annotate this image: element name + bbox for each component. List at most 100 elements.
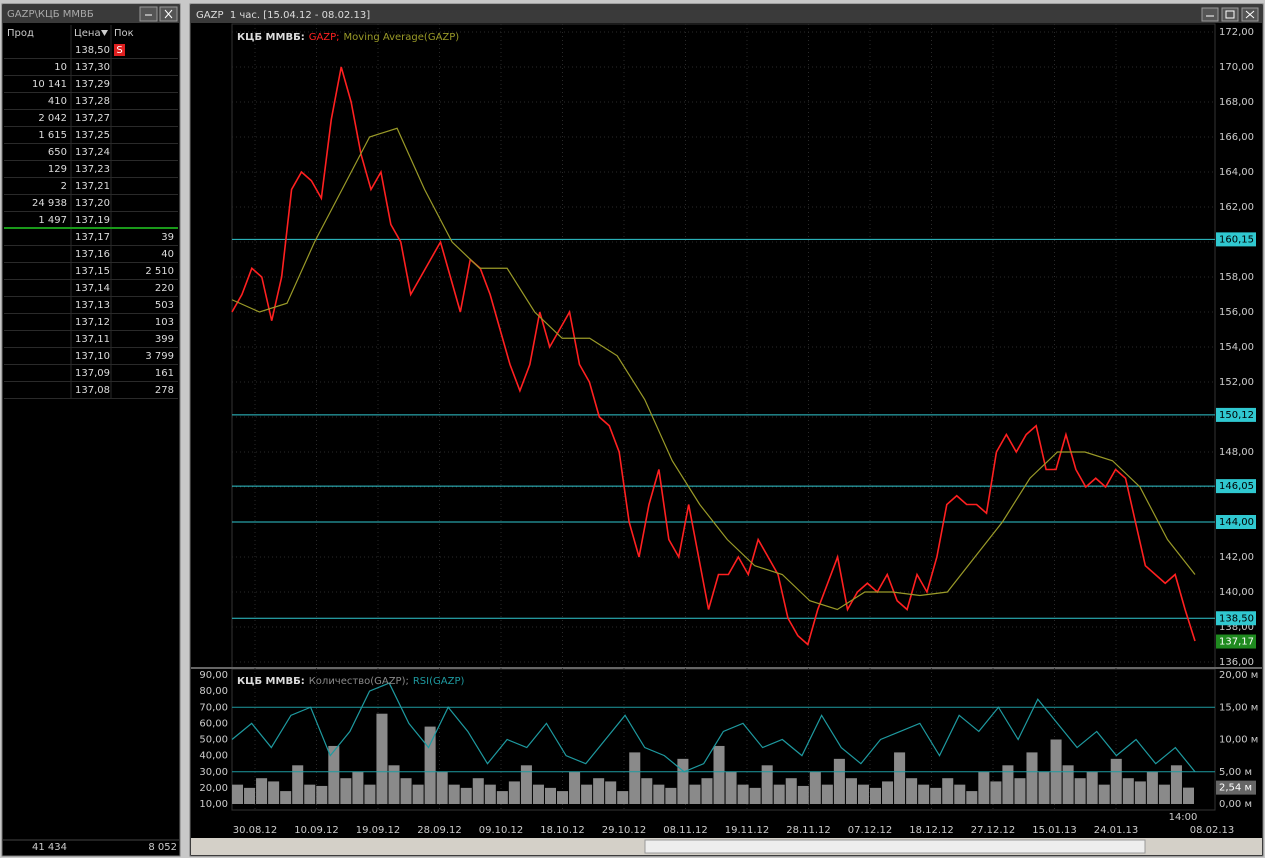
price: 137,11 xyxy=(75,334,110,345)
x-tick-label: 07.12.12 xyxy=(848,825,893,836)
series-line xyxy=(231,682,1196,773)
volume-bar xyxy=(689,784,701,804)
volume-bar xyxy=(1074,778,1086,804)
volume-bar xyxy=(593,778,605,804)
volume-bar xyxy=(617,791,629,804)
x-tick-label: 10.09.12 xyxy=(294,825,339,836)
volume-bar xyxy=(809,771,821,804)
y2-tick-label: 0,00 м xyxy=(1219,799,1252,810)
total-buy: 8 052 xyxy=(148,842,177,853)
price: 137,27 xyxy=(75,113,110,124)
y-tick-label: 60,00 xyxy=(199,718,228,729)
legend-prefix: КЦБ ММВБ: xyxy=(237,32,305,43)
volume-bar xyxy=(412,784,424,804)
y-tick-label: 172,00 xyxy=(1219,27,1254,38)
series-line xyxy=(231,66,1196,646)
level-box xyxy=(1216,611,1256,626)
maximize-button[interactable] xyxy=(1221,7,1239,22)
level-box xyxy=(1216,479,1256,494)
order-book-title: GAZP\КЦБ ММВБ xyxy=(7,9,94,20)
buy-qty: 39 xyxy=(161,232,174,243)
volume-bar xyxy=(954,784,966,804)
volume-bar xyxy=(749,787,761,804)
volume-bar xyxy=(364,784,376,804)
chart-titlebar xyxy=(191,5,1262,23)
volume-bar xyxy=(1014,778,1026,804)
x-tick-label: 19.11.12 xyxy=(725,825,770,836)
volume-bar xyxy=(557,791,569,804)
volume-bar xyxy=(785,778,797,804)
volume-bar xyxy=(930,787,942,804)
volume-bar xyxy=(1086,771,1098,804)
sell-marker xyxy=(114,44,125,56)
legend-entry[interactable]: GAZP; xyxy=(309,32,340,43)
y2-tick-label: 15,00 м xyxy=(1219,702,1258,713)
x-tick-label: 27.12.12 xyxy=(971,825,1016,836)
series-line xyxy=(231,127,1196,611)
y-tick-label: 50,00 xyxy=(199,735,228,746)
y-tick-label: 70,00 xyxy=(199,702,228,713)
y2-tick-label: 20,00 м xyxy=(1219,670,1258,681)
price-chart: 136,00138,00140,00142,00144,00146,00148,… xyxy=(231,24,1256,810)
price: 137,24 xyxy=(75,147,110,158)
volume-bar xyxy=(472,778,484,804)
volume-bar xyxy=(532,784,544,804)
x-tick-label: 18.12.12 xyxy=(909,825,954,836)
volume-bar xyxy=(328,745,340,804)
volume-bar xyxy=(1158,784,1170,804)
sell-qty: 24 938 xyxy=(32,198,67,209)
scroll-thumb[interactable] xyxy=(644,839,1146,854)
buy-qty: 2 510 xyxy=(145,266,174,277)
legend-entry[interactable]: Количество(GAZP); xyxy=(309,676,409,687)
legend-entry[interactable]: Moving Average(GAZP) xyxy=(344,32,460,43)
volume-bar xyxy=(268,781,280,804)
x-tick-label: 29.10.12 xyxy=(602,825,647,836)
x-tick-label: 08.02.13 xyxy=(1190,825,1235,836)
volume-bar xyxy=(1110,758,1122,804)
price: 137,09 xyxy=(75,368,110,379)
volume-bar xyxy=(544,787,557,804)
minimize-button[interactable] xyxy=(139,6,158,22)
last-volume-box xyxy=(1216,780,1256,795)
sell-qty: 1 497 xyxy=(38,215,67,226)
price: 137,30 xyxy=(75,62,110,73)
y-tick-label: 158,00 xyxy=(1219,272,1254,283)
sell-qty: 10 141 xyxy=(32,79,67,90)
header-price[interactable]: Цена xyxy=(74,28,101,39)
volume-bar xyxy=(605,781,617,804)
sell-qty: 2 042 xyxy=(38,113,67,124)
volume-bar xyxy=(869,787,882,804)
volume-bar xyxy=(292,765,304,804)
sell-marker-text: S xyxy=(116,45,122,56)
volume-bar xyxy=(376,713,388,804)
volume-bar xyxy=(966,791,978,804)
volume-bar xyxy=(352,771,364,804)
header-buy: Пок xyxy=(114,28,134,39)
y-tick-label: 138,00 xyxy=(1219,622,1254,633)
volume-bar xyxy=(942,778,954,804)
y-tick-label: 168,00 xyxy=(1219,97,1254,108)
volume-bar xyxy=(629,752,641,804)
volume-bar xyxy=(773,784,785,804)
volume-bar xyxy=(340,778,352,804)
volume-bar xyxy=(761,765,773,804)
price: 137,25 xyxy=(75,130,110,141)
minimize-button[interactable] xyxy=(1201,7,1219,22)
volume-bar xyxy=(388,765,400,804)
x-tick-label: 15.01.13 xyxy=(1032,825,1077,836)
x-tick-label: 24.01.13 xyxy=(1094,825,1139,836)
volume-bar xyxy=(641,778,653,804)
volume-bar xyxy=(1170,765,1182,804)
x-tick-label: 28.09.12 xyxy=(417,825,462,836)
x-tick-label: 18.10.12 xyxy=(540,825,585,836)
legend-entry[interactable]: RSI(GAZP) xyxy=(413,676,465,687)
chart-window xyxy=(189,3,1264,857)
level-label: 160,15 xyxy=(1219,234,1254,245)
volume-bar xyxy=(906,778,918,804)
price: 137,21 xyxy=(75,181,110,192)
price: 138,50 xyxy=(75,45,110,56)
sort-icon xyxy=(101,30,108,36)
volume-bar xyxy=(436,771,448,804)
